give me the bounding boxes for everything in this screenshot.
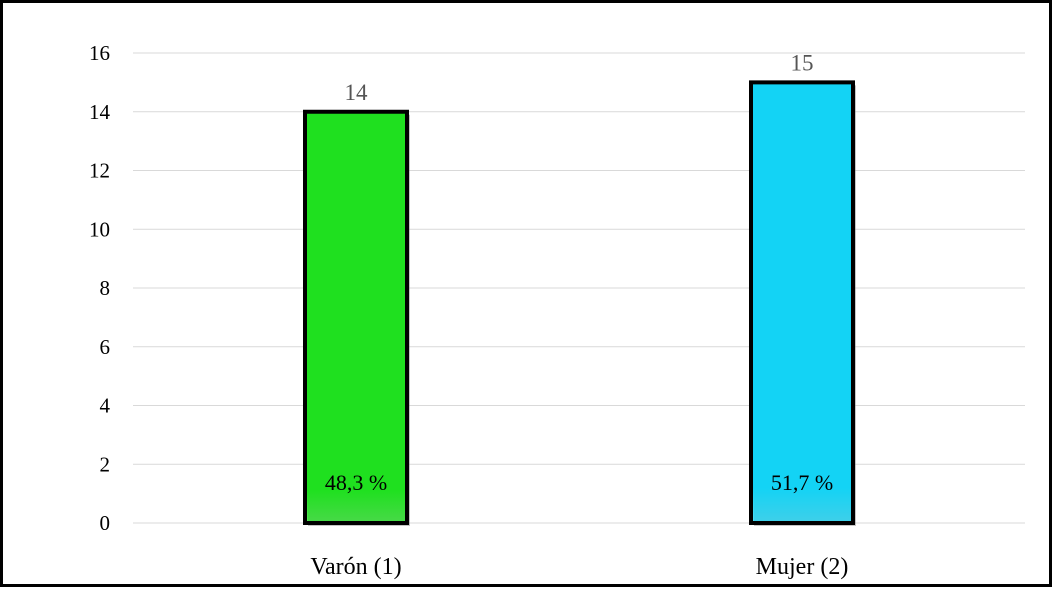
y-tick-label: 6	[100, 335, 111, 359]
y-tick-label: 2	[100, 452, 111, 476]
y-tick-label: 4	[100, 394, 111, 418]
x-category-label: Varón (1)	[310, 554, 401, 580]
y-tick-label: 0	[100, 511, 111, 535]
y-tick-label: 16	[89, 41, 110, 65]
y-tick-label: 10	[89, 217, 110, 241]
y-tick-label: 12	[89, 159, 110, 183]
x-category-label: Mujer (2)	[756, 554, 849, 580]
data-label: 15	[791, 50, 814, 75]
bar-1	[303, 109, 409, 525]
bar-2	[749, 80, 855, 525]
y-tick-label: 8	[100, 276, 111, 300]
y-tick-label: 14	[89, 100, 111, 124]
bar-chart: 0 2 4 6 8 10 12 14 16 14 48,3 % Varón (1) 15 51,7 % Mu…	[89, 41, 1025, 580]
data-label: 14	[345, 80, 369, 105]
percent-label: 48,3 %	[325, 470, 387, 495]
percent-label: 51,7 %	[771, 470, 833, 495]
